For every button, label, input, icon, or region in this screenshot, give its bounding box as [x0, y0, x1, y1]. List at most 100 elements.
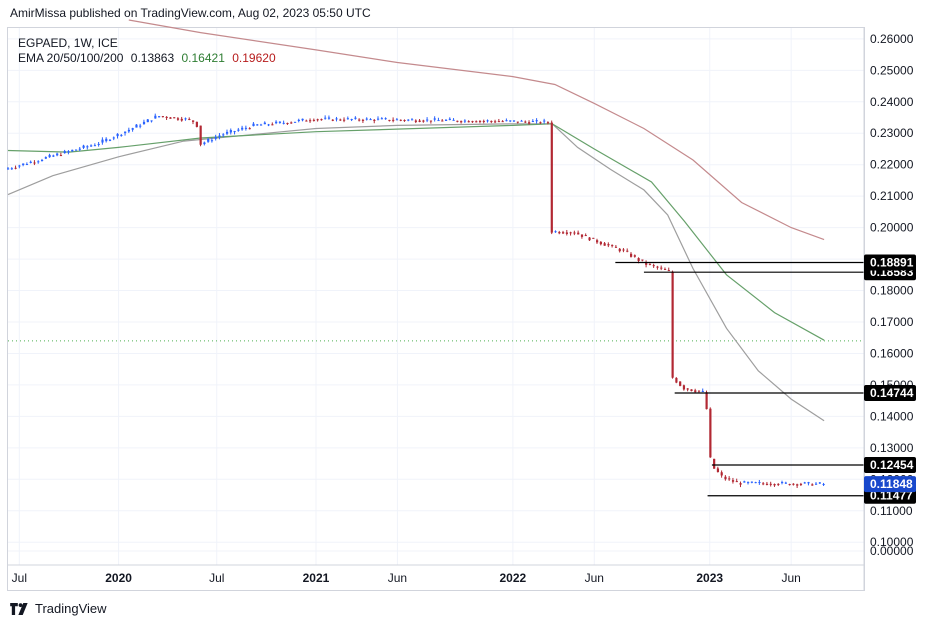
candle-body: [792, 483, 795, 485]
candle-body: [701, 390, 704, 392]
candle-body: [437, 120, 440, 122]
candle-body: [44, 157, 47, 159]
horizontal-levels[interactable]: [615, 261, 864, 497]
candle-body: [161, 116, 165, 118]
candle-body: [131, 128, 134, 130]
candle-body: [807, 482, 810, 484]
y-tick-label: 0.13000: [870, 441, 914, 455]
chart-legend: EGPAED, 1W, ICE EMA 20/50/100/200 0.1386…: [18, 36, 276, 66]
candle-body: [614, 246, 618, 248]
candle-body: [512, 120, 516, 122]
candle-body: [373, 119, 376, 121]
candle-body: [818, 482, 821, 484]
candle-body: [335, 118, 338, 120]
x-tick-label: Jul: [12, 571, 27, 585]
candle-body: [112, 137, 115, 139]
symbol-label: EGPAED, 1W, ICE: [18, 36, 118, 50]
candle-body: [97, 143, 100, 145]
candle-body: [769, 483, 772, 485]
candle-body: [225, 131, 229, 134]
candle-body: [448, 118, 451, 120]
last-price-tag: 0.11848: [870, 477, 913, 491]
tradingview-brand[interactable]: TradingView: [10, 601, 107, 616]
candle-body: [22, 163, 25, 165]
y-tick-label: 0.10000: [870, 535, 914, 549]
candle-body: [350, 119, 353, 121]
candle-body: [456, 120, 459, 122]
candle-body: [671, 271, 674, 378]
candle-body: [199, 125, 202, 145]
level-tag-14744-bg: [864, 384, 916, 401]
ema200-value: 0.19620: [232, 51, 276, 65]
candle-body: [422, 120, 425, 122]
candle-body: [71, 149, 74, 152]
price-axis[interactable]: 0.26000 0.25000 0.24000 0.23000 0.22000 0.210…: [863, 28, 914, 591]
candle-body: [531, 121, 535, 123]
publish-info: AmirMissa published on TradingView.com, …: [10, 6, 371, 20]
y-tick-label: 0.23000: [870, 126, 914, 140]
candle-body: [679, 381, 682, 386]
candle-body: [29, 161, 32, 163]
candle-body: [327, 117, 331, 119]
candle-body: [626, 250, 629, 252]
candle-body: [724, 476, 727, 480]
candle-body: [86, 146, 89, 148]
candle-body: [384, 118, 387, 120]
candle-body: [392, 119, 395, 121]
candle-body: [554, 231, 557, 233]
candle-body: [403, 120, 406, 122]
candle-body: [629, 253, 633, 257]
candle-body: [388, 119, 391, 121]
candle-body: [467, 121, 470, 123]
y-tick-label: 0.26000: [870, 32, 914, 46]
candle-body: [293, 121, 297, 123]
candle-body: [105, 138, 108, 142]
candle-body: [690, 389, 693, 392]
candle-body: [180, 118, 183, 121]
x-tick-label: Jul: [209, 571, 224, 585]
candle-body: [263, 122, 266, 125]
y-tick-label: 0.24000: [870, 95, 914, 109]
candle-body: [509, 120, 512, 122]
candle-body: [399, 119, 402, 121]
candle-body: [539, 122, 542, 124]
candle-body: [660, 267, 663, 269]
time-axis[interactable]: Jul 2020 Jul 2021 Jun 2022 Jun 2023 Jun: [8, 564, 864, 585]
candle-body: [176, 118, 180, 120]
ema-legend: EMA 20/50/100/200 0.13863 0.16421 0.1962…: [18, 51, 276, 66]
candle-body: [433, 118, 436, 120]
candle-body: [796, 484, 799, 486]
candle-body: [37, 161, 40, 163]
candle-body: [607, 244, 610, 246]
candle-body: [562, 232, 565, 234]
candle-body: [108, 139, 112, 141]
level-tag-14744: 0.14744: [870, 386, 914, 400]
candle-body: [354, 117, 357, 119]
candle-body: [546, 122, 550, 124]
x-tick-label: 2020: [105, 571, 132, 585]
candle-body: [697, 390, 701, 392]
candle-body: [762, 483, 765, 485]
ema-line-ema20: [7, 123, 825, 422]
candle-body: [40, 159, 44, 161]
candle-body: [158, 116, 161, 118]
candle-body: [535, 120, 538, 122]
candle-body: [59, 155, 63, 157]
candle-body: [395, 119, 399, 121]
level-tag-12454: 0.12454: [870, 458, 914, 472]
candle-body: [811, 484, 814, 486]
candle-body: [309, 120, 312, 122]
candle-body: [558, 232, 561, 234]
candle-body: [637, 258, 640, 261]
x-tick-label: Jun: [782, 571, 801, 585]
candle-body: [252, 123, 255, 127]
candle-body: [773, 484, 776, 486]
candle-body: [735, 481, 738, 483]
candle-body: [799, 483, 803, 485]
candle-body: [82, 145, 85, 148]
candle-body: [90, 145, 93, 147]
candle-body: [758, 482, 761, 484]
candle-body: [142, 121, 146, 125]
candle-body: [297, 119, 300, 121]
